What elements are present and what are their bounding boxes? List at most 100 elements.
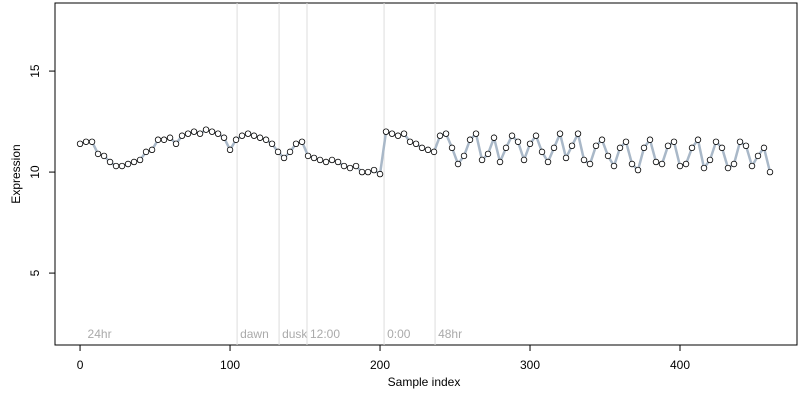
point <box>124 160 132 168</box>
point <box>610 162 618 170</box>
point <box>724 164 732 172</box>
point <box>472 130 480 137</box>
point <box>478 156 486 164</box>
point <box>268 140 276 147</box>
event-label: dusk <box>282 327 308 341</box>
point <box>334 158 342 166</box>
event-label: dawn <box>240 327 269 341</box>
point <box>280 154 288 162</box>
point <box>496 158 504 166</box>
point <box>148 146 156 154</box>
point <box>298 138 306 145</box>
point <box>418 144 426 152</box>
point <box>448 144 456 152</box>
point <box>592 142 600 150</box>
point <box>742 142 750 150</box>
point <box>142 148 150 156</box>
point <box>646 136 654 143</box>
point <box>364 168 372 176</box>
event-label: 0:00 <box>387 327 411 341</box>
point <box>112 162 120 170</box>
point <box>586 160 594 168</box>
point <box>766 168 774 176</box>
point <box>322 158 330 166</box>
event-label: 48hr <box>438 327 462 341</box>
point <box>706 156 714 164</box>
point <box>208 128 216 135</box>
point <box>718 144 726 152</box>
point <box>412 140 420 147</box>
point <box>370 166 378 174</box>
point <box>244 130 252 137</box>
point <box>652 158 660 166</box>
point <box>682 160 690 168</box>
point <box>574 130 582 137</box>
point <box>676 162 684 170</box>
point <box>304 152 312 160</box>
y-tick-label: 15 <box>28 64 42 78</box>
point <box>598 136 606 143</box>
point <box>688 144 696 152</box>
point <box>544 158 552 166</box>
y-axis-label: Expression <box>9 144 23 203</box>
point <box>658 160 666 168</box>
point <box>310 154 318 162</box>
point <box>154 136 162 143</box>
point <box>502 144 510 152</box>
point <box>106 158 114 166</box>
point <box>664 142 672 150</box>
point <box>568 142 576 150</box>
x-tick-label: 0 <box>77 358 84 372</box>
point <box>274 148 282 156</box>
point <box>454 160 462 168</box>
point <box>514 138 522 145</box>
point <box>628 160 636 168</box>
point <box>178 132 186 139</box>
point <box>394 132 402 139</box>
point <box>262 136 270 143</box>
point <box>232 136 240 143</box>
y-tick-label: 10 <box>28 165 42 179</box>
point <box>250 132 258 139</box>
point <box>166 134 174 141</box>
point <box>538 148 546 156</box>
point <box>520 156 528 164</box>
point <box>382 128 390 135</box>
point <box>226 146 234 154</box>
point <box>160 136 168 143</box>
point <box>220 134 228 141</box>
x-tick-label: 300 <box>520 358 540 372</box>
point <box>82 138 90 145</box>
x-tick-label: 200 <box>370 358 390 372</box>
point <box>700 164 708 172</box>
point <box>580 156 588 164</box>
point <box>118 162 126 170</box>
point <box>94 150 102 158</box>
point <box>100 152 108 160</box>
point <box>616 144 624 152</box>
point <box>388 130 396 137</box>
y-tick-label: 5 <box>28 269 42 276</box>
point <box>634 166 642 174</box>
point <box>736 138 744 145</box>
point <box>526 140 534 147</box>
x-tick-label: 400 <box>670 358 690 372</box>
point <box>622 138 630 145</box>
point <box>556 130 564 137</box>
event-label: 12:00 <box>310 327 340 341</box>
point <box>760 144 768 152</box>
point <box>76 140 84 147</box>
point <box>136 156 144 164</box>
point <box>172 140 180 147</box>
point <box>316 156 324 164</box>
point <box>406 138 414 145</box>
event-label: 24hr <box>88 327 112 341</box>
point <box>196 130 204 137</box>
point <box>376 170 384 178</box>
point <box>532 132 540 139</box>
point <box>640 144 648 152</box>
point <box>184 130 192 137</box>
point <box>670 138 678 145</box>
point <box>730 160 738 168</box>
point <box>436 132 444 139</box>
